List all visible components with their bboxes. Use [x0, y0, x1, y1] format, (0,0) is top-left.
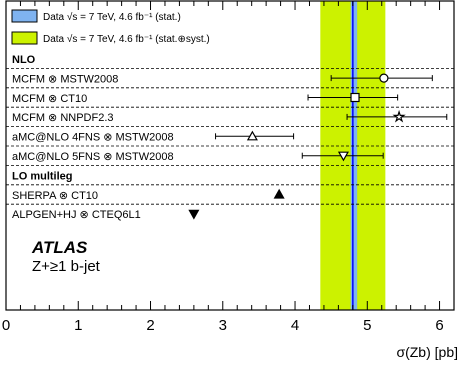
plot-frame — [5, 0, 455, 311]
star-marker-shape — [392, 109, 406, 123]
square-marker-shape — [350, 92, 360, 103]
x-tick-label: 5 — [363, 317, 371, 334]
row-label: SHERPA ⊗ CT10 — [12, 190, 98, 202]
x-axis-title: σ(Zb) [pb] — [396, 344, 458, 360]
x-tick-label: 2 — [146, 317, 154, 334]
x-tick-label: 3 — [219, 317, 227, 334]
triangle-down-marker-shape — [337, 151, 349, 162]
row-label: ALPGEN+HJ ⊗ CTEQ6L1 — [12, 209, 141, 221]
circle-marker-shape — [379, 73, 389, 83]
legend-stat-label: Data √s = 7 TeV, 4.6 fb⁻¹ (stat.) — [43, 11, 181, 23]
section-header: LO multileg — [12, 170, 73, 182]
section-header: NLO — [12, 54, 36, 66]
legend: Data √s = 7 TeV, 4.6 fb⁻¹ (stat.) Data √… — [11, 9, 210, 45]
triangle-up-marker — [246, 130, 258, 141]
x-tick-label: 4 — [291, 317, 299, 334]
star-marker — [392, 109, 406, 123]
circle-marker — [379, 73, 389, 83]
legend-total-label: Data √s = 7 TeV, 4.6 fb⁻¹ (stat.⊕syst.) — [43, 33, 210, 45]
legend-total-swatch — [11, 31, 38, 45]
row-label: MCFM ⊗ MSTW2008 — [12, 73, 118, 85]
row-label: aMC@NLO 4FNS ⊗ MSTW2008 — [12, 132, 174, 144]
process-label: Z+≥1 b-jet — [32, 258, 101, 275]
triangle-down-marker — [337, 151, 349, 162]
legend-stat-swatch — [11, 9, 38, 23]
x-tick-label: 0 — [2, 317, 10, 334]
triangle-up-marker-shape — [246, 130, 258, 141]
atlas-label: ATLAS — [31, 238, 88, 257]
x-tick-label: 6 — [435, 317, 443, 334]
square-marker — [350, 92, 360, 103]
triangle-up-filled-marker — [273, 188, 285, 199]
row-label: aMC@NLO 5FNS ⊗ MSTW2008 — [12, 151, 174, 163]
triangle-up-marker-shape — [273, 188, 285, 199]
x-tick-label: 1 — [74, 317, 82, 334]
row-label: MCFM ⊗ NNPDF2.3 — [12, 112, 114, 124]
triangle-down-marker-shape — [188, 209, 200, 220]
triangle-down-filled-marker — [188, 209, 200, 220]
row-label: MCFM ⊗ CT10 — [12, 93, 87, 105]
x-axis: 0 1 2 3 4 5 6 — [2, 1, 444, 334]
rows-layer: NLO MCFM ⊗ MSTW2008 MCFM ⊗ CT10 MCFM ⊗ NNPD… — [6, 54, 454, 221]
